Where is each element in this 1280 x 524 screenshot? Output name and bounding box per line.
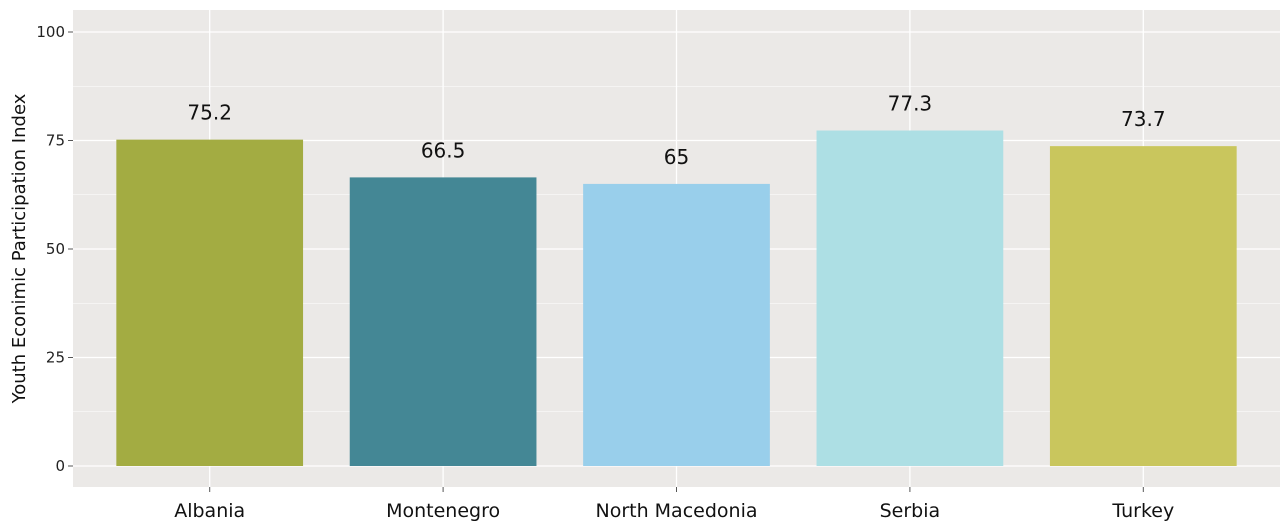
bar-serbia bbox=[816, 130, 1004, 466]
value-labels: 75.2 66.5 65 77.3 73.7 bbox=[187, 92, 1165, 169]
x-tick-label: Turkey bbox=[1111, 500, 1174, 522]
y-tick-label: 75 bbox=[46, 132, 65, 150]
x-tick-label: Serbia bbox=[880, 500, 941, 522]
x-axis-ticks: Albania Montenegro North Macedonia Serbia Tu… bbox=[174, 487, 1174, 522]
y-tick-label: 0 bbox=[55, 457, 65, 475]
y-tick-label: 25 bbox=[46, 349, 65, 367]
x-tick-label: North Macedonia bbox=[595, 500, 757, 522]
value-label: 73.7 bbox=[1121, 107, 1166, 131]
bar-north-macedonia bbox=[583, 183, 770, 466]
bar-albania bbox=[116, 139, 304, 466]
x-tick-label: Albania bbox=[174, 500, 245, 522]
bar-montenegro bbox=[349, 177, 537, 466]
x-tick-label: Montenegro bbox=[386, 500, 500, 522]
bar-turkey bbox=[1049, 146, 1237, 466]
bars bbox=[116, 130, 1237, 466]
value-label: 75.2 bbox=[187, 101, 232, 125]
y-axis-ticks: 0 25 50 75 100 bbox=[36, 23, 73, 475]
y-axis-title: Youth Econimic Participation Index bbox=[9, 93, 30, 404]
value-label: 65 bbox=[664, 145, 689, 169]
value-label: 66.5 bbox=[421, 138, 466, 162]
y-tick-label: 100 bbox=[36, 23, 65, 41]
value-label: 77.3 bbox=[888, 92, 933, 116]
y-tick-label: 50 bbox=[46, 240, 65, 258]
